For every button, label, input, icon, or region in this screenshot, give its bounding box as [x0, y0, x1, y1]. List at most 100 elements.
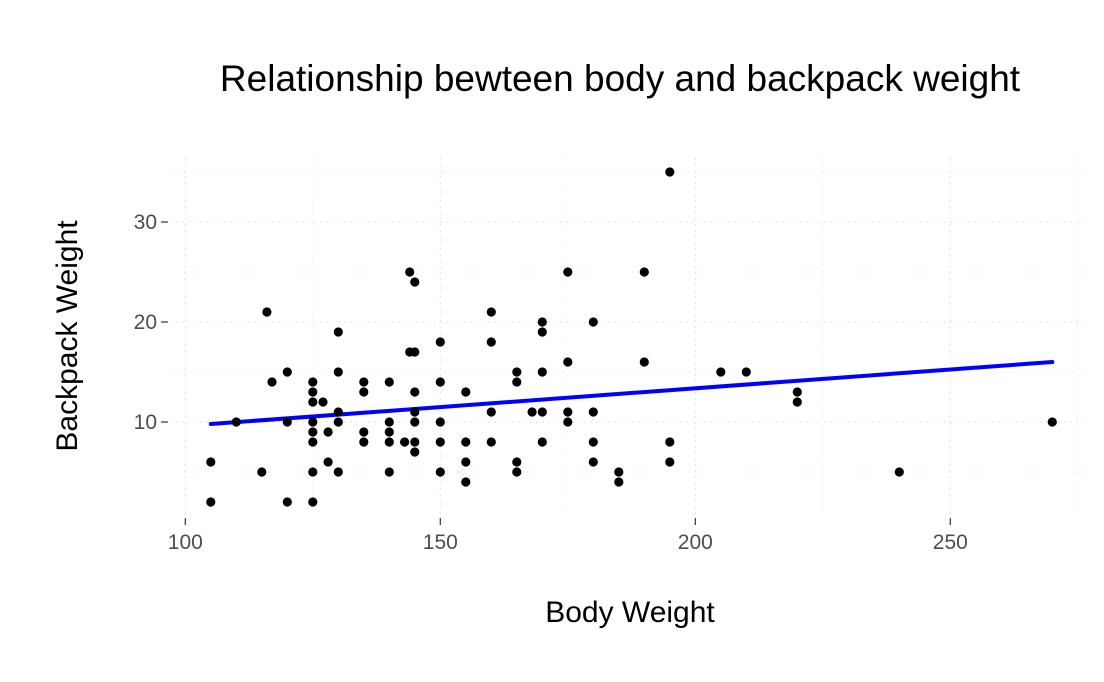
data-point — [537, 317, 547, 327]
data-point — [792, 387, 802, 397]
data-point — [308, 427, 318, 437]
data-point — [410, 347, 420, 357]
data-point — [563, 267, 573, 277]
data-point — [588, 457, 598, 467]
data-point — [359, 437, 369, 447]
grid — [170, 158, 1088, 516]
data-point — [410, 277, 420, 287]
data-point — [665, 437, 675, 447]
data-point — [384, 377, 394, 387]
trend-line — [208, 360, 1055, 426]
y-tick-label: 20 — [134, 311, 157, 334]
data-point — [323, 427, 333, 437]
data-point — [461, 457, 471, 467]
data-point — [231, 417, 241, 427]
data-point — [435, 467, 445, 477]
data-point — [267, 377, 277, 387]
data-point — [257, 467, 267, 477]
data-point — [333, 367, 343, 377]
data-point — [323, 457, 333, 467]
data-point — [665, 457, 675, 467]
data-point — [792, 397, 802, 407]
data-point — [461, 437, 471, 447]
data-point — [435, 437, 445, 447]
y-axis-title: Backpack Weight — [51, 220, 84, 452]
data-point — [639, 267, 649, 277]
data-point — [435, 377, 445, 387]
data-point — [359, 427, 369, 437]
data-point — [461, 477, 471, 487]
data-point — [512, 457, 522, 467]
data-point — [359, 387, 369, 397]
data-point — [537, 407, 547, 417]
data-point — [262, 307, 272, 317]
y-tick-label: 10 — [134, 411, 157, 434]
data-point — [400, 437, 410, 447]
chart-title: Relationship bewteen body and backpack w… — [220, 58, 1021, 99]
data-point — [512, 367, 522, 377]
data-point — [308, 467, 318, 477]
data-point — [410, 407, 420, 417]
data-point — [308, 437, 318, 447]
data-point — [333, 417, 343, 427]
data-point — [563, 407, 573, 417]
data-point — [308, 497, 318, 507]
x-tick-label: 150 — [423, 531, 458, 554]
data-point — [308, 387, 318, 397]
data-point — [206, 457, 216, 467]
data-point — [563, 357, 573, 367]
data-point — [282, 417, 292, 427]
axis-ticks: 100 150 200 250 10 20 30 — [134, 211, 968, 554]
data-point — [894, 467, 904, 477]
data-point — [537, 327, 547, 337]
data-point — [588, 437, 598, 447]
data-points — [206, 167, 1057, 507]
data-point — [333, 467, 343, 477]
x-tick-label: 100 — [168, 531, 203, 554]
data-point — [405, 267, 415, 277]
data-point — [308, 397, 318, 407]
data-point — [527, 407, 537, 417]
data-point — [486, 437, 496, 447]
data-point — [716, 367, 726, 377]
data-point — [333, 407, 343, 417]
data-point — [512, 377, 522, 387]
x-tick-label: 200 — [678, 531, 713, 554]
data-point — [308, 377, 318, 387]
data-point — [588, 407, 598, 417]
data-point — [741, 367, 751, 377]
data-point — [588, 317, 598, 327]
data-point — [410, 417, 420, 427]
data-point — [563, 417, 573, 427]
data-point — [384, 427, 394, 437]
data-point — [614, 477, 624, 487]
data-point — [410, 437, 420, 447]
data-point — [282, 497, 292, 507]
data-point — [318, 397, 328, 407]
data-point — [206, 497, 216, 507]
data-point — [461, 387, 471, 397]
data-point — [384, 467, 394, 477]
trend-line-group — [208, 360, 1055, 426]
data-point — [614, 467, 624, 477]
data-point — [1047, 417, 1057, 427]
data-point — [435, 337, 445, 347]
data-point — [359, 377, 369, 387]
data-point — [486, 337, 496, 347]
data-point — [435, 417, 445, 427]
data-point — [308, 417, 318, 427]
data-point — [665, 167, 675, 177]
data-point — [384, 417, 394, 427]
data-point — [410, 387, 420, 397]
data-point — [410, 447, 420, 457]
data-point — [512, 467, 522, 477]
data-point — [639, 357, 649, 367]
x-axis-title: Body Weight — [545, 596, 715, 629]
data-point — [486, 407, 496, 417]
data-point — [282, 367, 292, 377]
data-point — [333, 327, 343, 337]
x-tick-label: 250 — [933, 531, 968, 554]
y-tick-label: 30 — [134, 211, 157, 234]
data-point — [384, 437, 394, 447]
